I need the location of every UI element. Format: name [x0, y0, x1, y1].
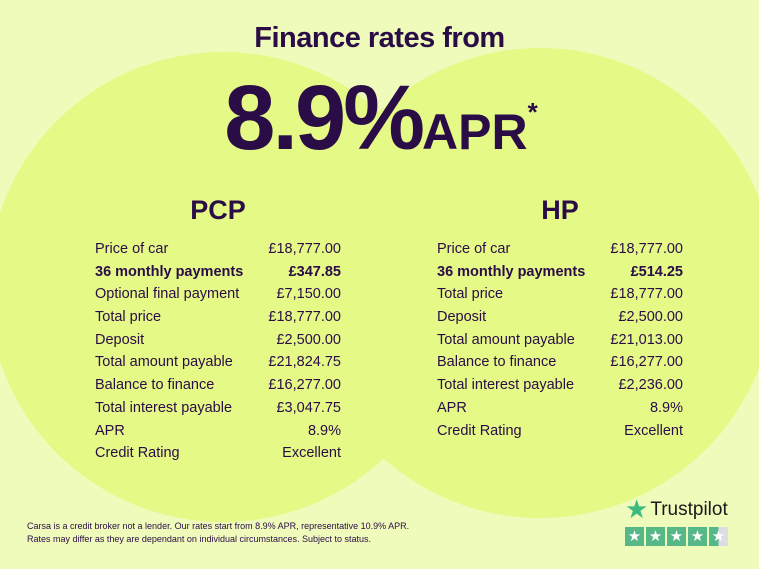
rate-value: 8.9%: [224, 67, 425, 169]
row-value: £18,777.00: [268, 241, 341, 257]
row-value: £16,277.00: [268, 377, 341, 394]
row-value: £7,150.00: [276, 286, 341, 303]
row-value: 8.9%: [307, 422, 341, 439]
row-label: Total interest payable: [437, 377, 575, 394]
row-label: Total price: [95, 309, 162, 326]
star-icon: ★: [646, 527, 665, 546]
row-label: Total price: [437, 286, 504, 303]
table-row: Total interest payable £3,047.75: [95, 397, 341, 420]
row-value: £18,777.00: [268, 309, 341, 326]
star-icon: ★: [709, 527, 728, 546]
table-row: 36 monthly payments £514.25: [437, 261, 683, 284]
row-label: Balance to finance: [95, 377, 215, 394]
row-label: Price of car: [437, 241, 511, 257]
trustpilot-name: Trustpilot: [650, 498, 728, 520]
table-row: Balance to finance £16,277.00: [95, 374, 341, 397]
table-row: Balance to finance £16,277.00: [437, 351, 683, 374]
apr-label: APR: [422, 104, 528, 160]
star-icon: ★: [625, 494, 649, 524]
decorative-circle-right: [305, 48, 759, 518]
star-icon: ★: [688, 527, 707, 546]
disclaimer-line: Rates may differ as they are dependant o…: [27, 534, 372, 544]
pcp-table: Price of car £18,777.00 36 monthly payment…: [95, 238, 341, 465]
row-label: 36 monthly payments: [95, 263, 244, 280]
row-label: APR: [95, 422, 125, 439]
disclaimer: Carsa is a credit broker not a lender. O…: [27, 520, 409, 546]
row-value: Excellent: [624, 422, 683, 439]
row-value: Excellent: [282, 445, 341, 462]
table-row: Total price £18,777.00: [437, 283, 683, 306]
row-value: 8.9%: [649, 399, 683, 416]
row-label: Total interest payable: [95, 399, 233, 416]
trustpilot-rating: ★ ★ ★ ★ ★: [625, 527, 728, 546]
hp-table: Price of car £18,777.00 36 monthly payment…: [437, 238, 683, 442]
table-row: Total interest payable £2,236.00: [437, 374, 683, 397]
disclaimer-line: Carsa is a credit broker not a lender. O…: [27, 521, 410, 531]
row-value: £18,777.00: [610, 286, 683, 303]
row-value: £16,277.00: [610, 354, 683, 371]
row-label: Total amount payable: [437, 331, 575, 348]
asterisk: *: [527, 97, 538, 127]
row-label: Deposit: [95, 331, 145, 348]
row-label: Deposit: [437, 309, 487, 326]
table-row: 36 monthly payments £347.85: [95, 261, 341, 284]
hp-panel: HP Price of car £18,777.00 36 monthly paym…: [437, 195, 683, 442]
row-value: £3,047.75: [276, 399, 341, 416]
table-row: Credit Rating Excellent: [437, 420, 683, 443]
star-icon: ★: [667, 527, 686, 546]
row-value: £18,777.00: [610, 241, 683, 257]
table-row: Deposit £2,500.00: [95, 329, 341, 352]
row-value: £21,824.75: [268, 354, 341, 371]
row-label: 36 monthly payments: [437, 263, 586, 280]
row-label: Credit Rating: [437, 422, 522, 439]
row-label: Price of car: [95, 241, 169, 257]
pcp-panel: PCP Price of car £18,777.00 36 monthly pay…: [95, 195, 341, 465]
trustpilot-logo: ★ Trustpilot: [625, 494, 728, 525]
star-icon: ★: [625, 527, 644, 546]
table-row: Price of car £18,777.00: [95, 238, 341, 261]
table-row: APR 8.9%: [437, 397, 683, 420]
headline-rate: 8.9%APR*: [0, 62, 759, 182]
table-row: Total price £18,777.00: [95, 306, 341, 329]
row-value: £514.25: [630, 263, 683, 280]
table-row: APR 8.9%: [95, 420, 341, 443]
row-label: Credit Rating: [95, 445, 180, 462]
row-value: £2,500.00: [276, 331, 341, 348]
headline-subtitle: Finance rates from: [254, 22, 505, 54]
row-value: £347.85: [288, 263, 341, 280]
row-value: £2,500.00: [618, 309, 683, 326]
hp-title: HP: [541, 195, 579, 225]
trustpilot-badge: ★ Trustpilot ★ ★ ★ ★ ★: [625, 494, 728, 546]
row-label: Total amount payable: [95, 354, 233, 371]
row-value: £2,236.00: [618, 377, 683, 394]
pcp-title: PCP: [190, 195, 246, 225]
row-value: £21,013.00: [610, 331, 683, 348]
table-row: Total amount payable £21,824.75: [95, 351, 341, 374]
table-row: Credit Rating Excellent: [95, 442, 341, 465]
table-row: Optional final payment £7,150.00: [95, 283, 341, 306]
table-row: Total amount payable £21,013.00: [437, 329, 683, 352]
table-row: Deposit £2,500.00: [437, 306, 683, 329]
row-label: APR: [437, 399, 467, 416]
row-label: Optional final payment: [95, 286, 240, 303]
row-label: Balance to finance: [437, 354, 557, 371]
table-row: Price of car £18,777.00: [437, 238, 683, 261]
